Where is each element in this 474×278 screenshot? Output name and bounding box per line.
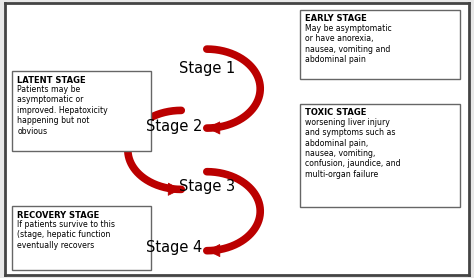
Text: RECOVERY STAGE: RECOVERY STAGE	[17, 211, 100, 220]
Text: Stage 3: Stage 3	[179, 179, 235, 194]
Text: Stage 2: Stage 2	[146, 119, 202, 134]
Text: LATENT STAGE: LATENT STAGE	[17, 76, 86, 85]
Bar	[12, 71, 151, 151]
Text: Stage 4: Stage 4	[146, 240, 202, 255]
Text: EARLY STAGE: EARLY STAGE	[305, 14, 367, 24]
Text: Patients may be
asymptomatic or
improved. Hepatoxicity
happening but not
obvious: Patients may be asymptomatic or improved…	[17, 85, 108, 136]
Text: May be asymptomatic
or have anorexia,
nausea, vomiting and
abdominal pain: May be asymptomatic or have anorexia, na…	[305, 24, 392, 64]
Text: Stage 1: Stage 1	[179, 61, 235, 76]
Text: If patients survive to this
(stage, hepatic function
eventually recovers: If patients survive to this (stage, hepa…	[17, 220, 115, 250]
Bar	[12, 206, 151, 270]
Bar	[300, 10, 460, 79]
Text: worsening liver injury
and symptoms such as
abdominal pain,
nausea, vomiting,
co: worsening liver injury and symptoms such…	[305, 118, 401, 179]
Bar	[300, 104, 460, 207]
Text: TOXIC STAGE: TOXIC STAGE	[305, 108, 367, 118]
